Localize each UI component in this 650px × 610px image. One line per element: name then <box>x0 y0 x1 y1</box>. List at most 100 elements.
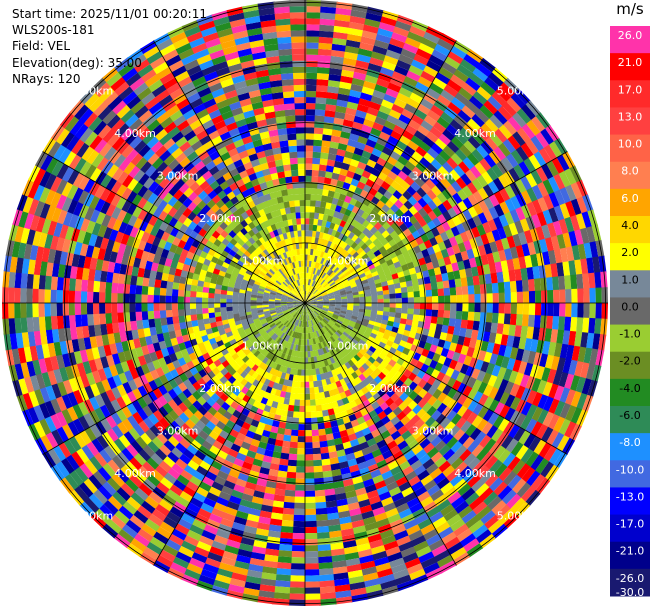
range-gate <box>433 330 442 340</box>
range-gate <box>451 215 462 227</box>
range-gate <box>431 289 439 297</box>
range-gate <box>310 303 317 306</box>
range-gate <box>388 311 396 318</box>
range-gate <box>484 273 492 285</box>
range-gate <box>338 285 345 291</box>
range-gate <box>535 424 548 441</box>
range-gate <box>387 316 395 323</box>
range-gate <box>396 92 411 104</box>
range-gate <box>362 266 370 273</box>
range-gate <box>281 513 294 521</box>
range-gate <box>432 303 439 311</box>
range-gate <box>344 244 352 252</box>
range-gate <box>435 323 443 333</box>
range-gate <box>353 275 361 282</box>
range-gate <box>310 297 317 301</box>
range-gate <box>442 317 450 327</box>
range-gate <box>450 226 461 238</box>
range-gate <box>522 303 530 316</box>
range-gate <box>370 245 379 254</box>
range-gate <box>304 478 315 485</box>
range-gate <box>287 599 305 606</box>
range-gate <box>437 94 453 108</box>
range-gate <box>344 113 357 122</box>
range-gate <box>523 157 537 174</box>
range-gate <box>330 273 337 279</box>
range-gate <box>306 291 310 298</box>
range-gate <box>453 270 461 281</box>
range-gate <box>504 394 516 409</box>
range-gate <box>305 42 320 49</box>
range-gate <box>364 330 372 337</box>
range-gate <box>317 54 333 63</box>
range-gate <box>472 91 489 106</box>
range-gate <box>501 157 515 172</box>
range-gate <box>467 206 479 219</box>
range-gate <box>443 106 459 121</box>
range-gate <box>459 144 473 158</box>
range-gate <box>403 76 419 88</box>
range-gate <box>317 285 324 291</box>
range-gate <box>380 337 388 345</box>
range-gate <box>329 249 336 256</box>
range-gate <box>563 373 575 391</box>
range-gate <box>324 246 330 254</box>
range-gate <box>479 104 495 120</box>
range-gate <box>320 312 326 317</box>
range-gate <box>328 305 336 308</box>
range-gate <box>461 185 474 199</box>
range-gate <box>347 95 361 105</box>
range-gate <box>346 295 354 299</box>
range-gate <box>467 285 475 296</box>
range-gate <box>283 495 295 503</box>
range-gate <box>319 207 326 215</box>
range-gate <box>318 286 324 292</box>
range-gate <box>303 502 316 509</box>
range-gate <box>327 190 336 198</box>
range-gate <box>404 324 412 332</box>
range-gate <box>317 562 333 570</box>
range-gate <box>472 391 484 404</box>
range-gate <box>533 151 548 168</box>
range-gate <box>466 181 479 195</box>
range-gate <box>335 321 342 327</box>
range-gate <box>370 291 378 297</box>
range-gate <box>329 303 336 305</box>
range-gate <box>437 258 446 268</box>
range-gate <box>312 163 321 171</box>
range-gate <box>329 271 336 278</box>
range-gate <box>147 285 155 296</box>
range-gate <box>467 153 480 167</box>
range-gate <box>361 150 373 160</box>
range-gate <box>361 235 370 244</box>
range-gate <box>426 246 436 256</box>
range-gate <box>334 13 352 22</box>
range-gate <box>305 290 307 297</box>
range-gate <box>588 317 596 335</box>
range-gate <box>537 197 549 213</box>
range-gate <box>351 226 359 235</box>
range-gate <box>147 293 154 303</box>
range-gate <box>553 173 566 191</box>
range-gate <box>288 587 305 594</box>
range-gate <box>413 297 421 304</box>
range-gate <box>316 225 322 232</box>
range-gate <box>208 307 215 314</box>
range-gate <box>509 396 521 412</box>
range-gate <box>353 305 360 309</box>
range-gate <box>56 288 63 303</box>
range-gate <box>541 340 551 356</box>
range-gate <box>340 296 348 300</box>
range-gate <box>467 118 482 133</box>
range-gate <box>463 259 472 270</box>
range-gate <box>570 182 583 201</box>
range-gate <box>580 332 589 349</box>
range-gate <box>489 241 499 254</box>
range-gate <box>407 303 415 310</box>
range-gate <box>330 135 342 144</box>
range-gate <box>474 303 481 314</box>
range-gate <box>129 283 137 295</box>
range-gate <box>403 269 411 277</box>
range-gate <box>445 367 455 378</box>
range-gate <box>488 150 502 166</box>
